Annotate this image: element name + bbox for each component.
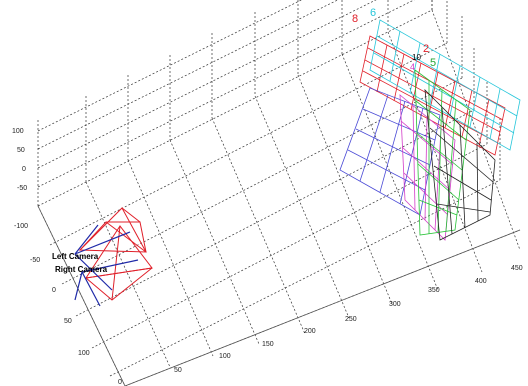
left-camera-label: Left Camera <box>52 252 99 261</box>
x-tick: 400 <box>475 278 487 285</box>
pattern-label-2: 2 <box>423 43 429 55</box>
calibration-patterns <box>339 19 521 241</box>
x-tick: 150 <box>262 341 274 348</box>
pattern-label-10: 10 <box>412 53 421 62</box>
y-tick: -50 <box>30 257 40 264</box>
pattern-label-5: 5 <box>430 57 436 69</box>
pattern-blue-grid <box>339 87 441 216</box>
pattern-black-grid <box>424 88 496 241</box>
right-camera-frustum <box>84 225 153 301</box>
pattern-8-grid <box>359 35 506 156</box>
pattern-label-6: 6 <box>370 7 376 19</box>
x-tick: 0 <box>118 379 122 386</box>
camera-axes <box>74 224 139 307</box>
plot-grid <box>37 0 521 386</box>
plot-axes <box>37 205 521 386</box>
pattern-magenta-grid <box>399 94 456 241</box>
z-tick: 0 <box>22 166 26 173</box>
x-tick: 450 <box>511 265 523 272</box>
pattern-labels: 8 6 2 5 4 10 <box>352 7 436 72</box>
z-tick: 100 <box>12 128 24 135</box>
pattern-label-4: 4 <box>410 62 415 72</box>
x-tick: 200 <box>304 328 316 335</box>
x-tick: 350 <box>428 287 440 294</box>
pattern-label-8: 8 <box>352 13 358 25</box>
z-tick: -50 <box>17 185 27 192</box>
x-tick: 250 <box>345 316 357 323</box>
z-tick: 50 <box>17 147 25 154</box>
y-tick: 0 <box>52 287 56 294</box>
x-tick: 300 <box>389 301 401 308</box>
x-tick: 100 <box>219 353 231 360</box>
y-tick: -100 <box>14 223 28 230</box>
axis-ticks: 100 50 0 -50 -100 -50 0 50 100 0 50 100 … <box>12 128 523 386</box>
left-camera-frustum <box>78 207 147 253</box>
right-camera-label: Right Camera <box>55 265 108 274</box>
camera-rig <box>74 207 153 307</box>
x-tick: 50 <box>174 367 182 374</box>
y-tick: 50 <box>64 318 72 325</box>
pattern-6-grid <box>369 19 521 151</box>
y-tick: 100 <box>78 350 90 357</box>
